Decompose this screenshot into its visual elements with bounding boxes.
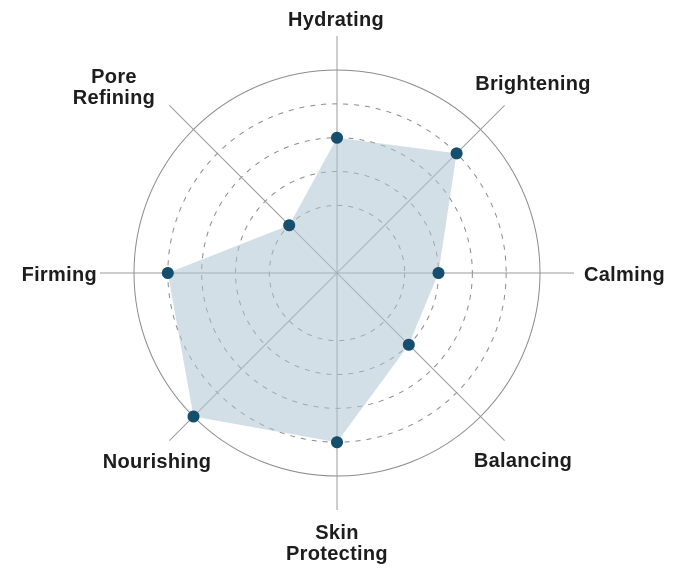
data-point-hydrating xyxy=(331,131,343,144)
axis-label-brightening: Brightening xyxy=(475,73,591,95)
axis-label-pore-refining: Pore Refining xyxy=(73,66,155,109)
axis-label-balancing: Balancing xyxy=(474,450,572,472)
data-point-firming xyxy=(161,267,174,279)
axis-label-line: Skin xyxy=(315,522,358,544)
axis-label-skin-protecting: Skin Protecting xyxy=(286,522,388,565)
data-point-skin-protecting xyxy=(331,436,343,449)
axis-label-line: Firming xyxy=(22,264,97,286)
axis-label-line: Calming xyxy=(584,264,665,286)
axis-label-calming: Calming xyxy=(584,264,665,286)
data-point-nourishing xyxy=(187,410,200,423)
axis-label-line: Pore xyxy=(91,66,137,88)
data-point-calming xyxy=(432,267,445,279)
axis-label-line: Hydrating xyxy=(288,9,384,31)
data-point-pore-refining xyxy=(283,219,296,232)
data-polygon-skin-benefit-profile xyxy=(167,137,457,443)
axis-label-line: Nourishing xyxy=(103,451,212,473)
axis-label-firming: Firming xyxy=(22,264,97,286)
axis-label-line: Brightening xyxy=(475,73,591,95)
data-point-brightening xyxy=(450,147,463,160)
axis-label-nourishing: Nourishing xyxy=(103,451,212,473)
axis-label-hydrating: Hydrating xyxy=(288,9,384,31)
data-point-balancing xyxy=(402,338,415,351)
axis-label-line: Balancing xyxy=(474,450,572,472)
axis-label-line: Protecting xyxy=(286,543,388,565)
axis-label-line: Refining xyxy=(73,87,155,109)
